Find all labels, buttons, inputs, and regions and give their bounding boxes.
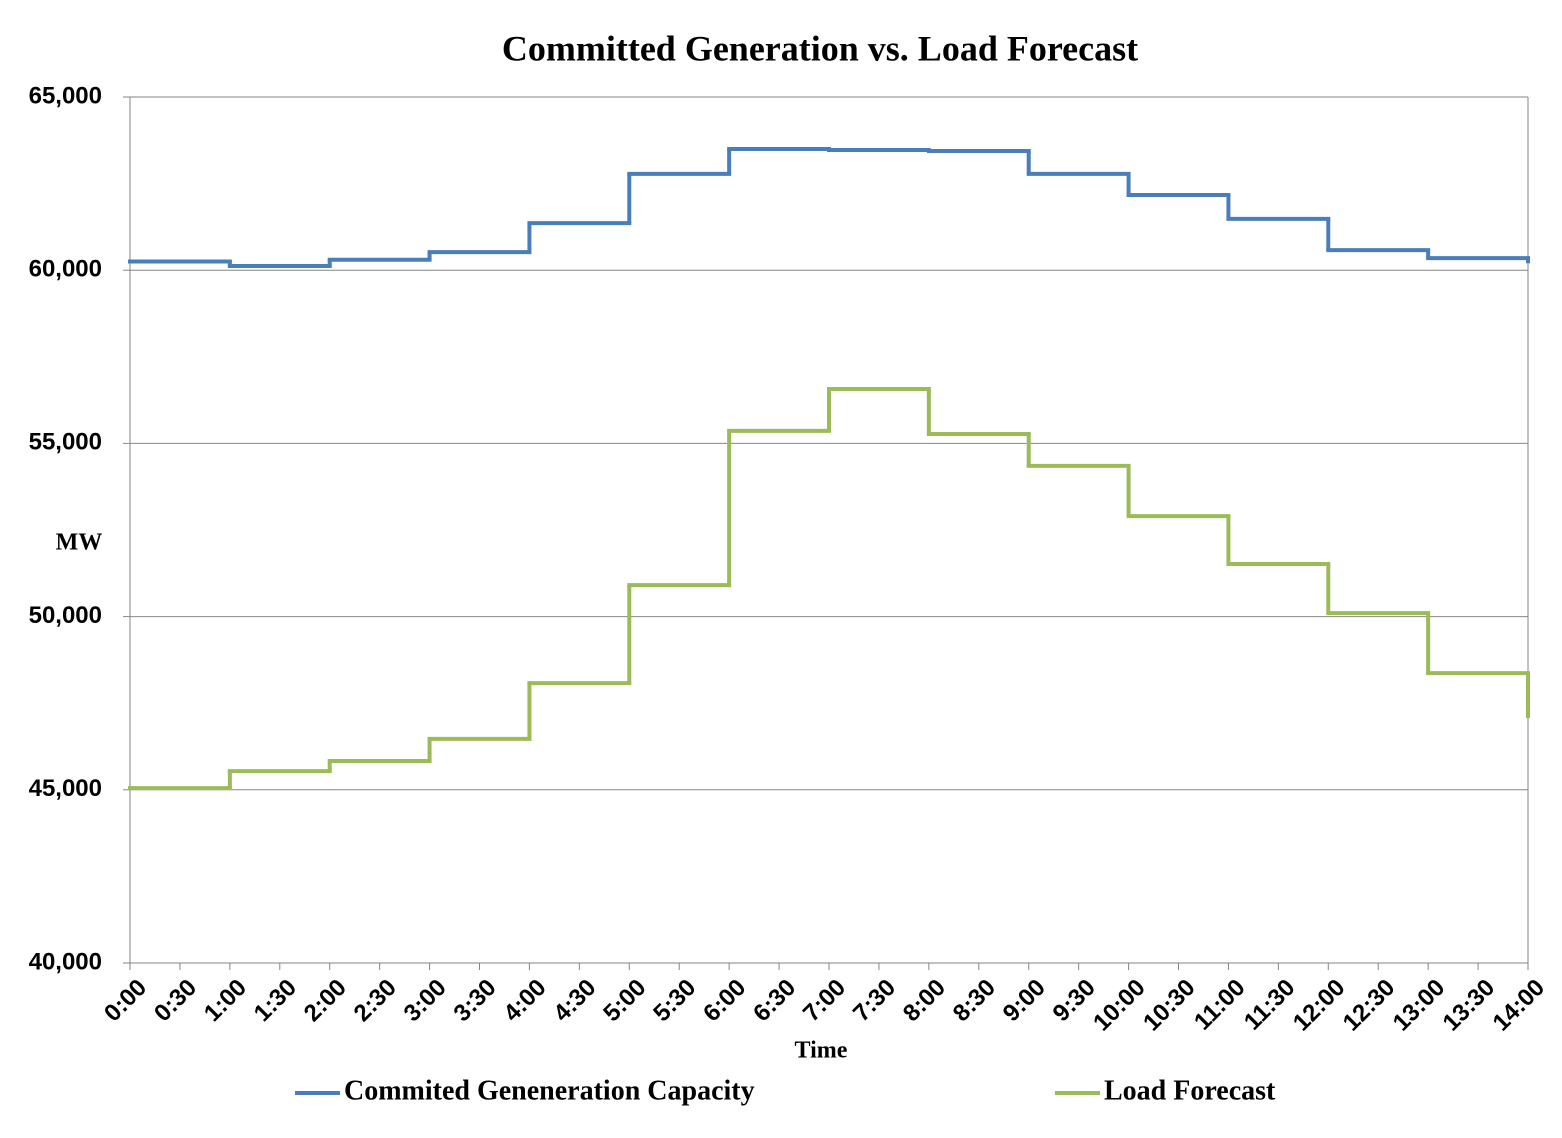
x-tick-label: 5:00 bbox=[598, 974, 651, 1027]
x-tick-label: 12:30 bbox=[1338, 974, 1401, 1037]
x-tick-label: 11:30 bbox=[1239, 974, 1301, 1036]
x-tick-label: 13:00 bbox=[1388, 974, 1451, 1037]
x-tick-label: 7:00 bbox=[798, 974, 851, 1027]
x-tick-label: 4:30 bbox=[548, 974, 601, 1027]
y-tick-label: 40,000 bbox=[29, 948, 102, 975]
x-tick-label: 6:30 bbox=[748, 974, 801, 1027]
x-tick-label: 11:00 bbox=[1189, 974, 1251, 1036]
x-tick-label: 9:00 bbox=[998, 974, 1051, 1027]
x-tick-label: 0:00 bbox=[99, 974, 152, 1027]
x-tick-label: 4:00 bbox=[498, 974, 551, 1027]
x-tick-label: 2:30 bbox=[349, 974, 402, 1027]
x-tick-label: 3:30 bbox=[449, 974, 502, 1027]
x-tick-label: 6:00 bbox=[698, 974, 751, 1027]
x-tick-label: 2:00 bbox=[299, 974, 352, 1027]
x-tick-label: 12:00 bbox=[1288, 974, 1351, 1037]
x-tick-label: 0:30 bbox=[149, 974, 202, 1027]
y-axis-label: MW bbox=[56, 530, 103, 556]
x-axis-label: Time bbox=[795, 1038, 848, 1064]
x-tick-label: 10:00 bbox=[1088, 974, 1151, 1037]
y-tick-label: 45,000 bbox=[29, 775, 102, 802]
x-tick-label: 10:30 bbox=[1138, 974, 1201, 1037]
x-tick-label: 1:30 bbox=[249, 974, 302, 1027]
x-tick-label: 13:30 bbox=[1438, 974, 1501, 1037]
x-tick-label: 5:30 bbox=[648, 974, 701, 1027]
y-tick-label: 55,000 bbox=[29, 429, 102, 456]
y-tick-label: 60,000 bbox=[29, 256, 102, 283]
y-tick-label: 65,000 bbox=[29, 82, 102, 109]
legend-label: Commited Geneneration Capacity bbox=[344, 1075, 755, 1106]
y-tick-label: 50,000 bbox=[29, 602, 102, 629]
x-tick-label: 8:00 bbox=[898, 974, 951, 1027]
legend-label: Load Forecast bbox=[1104, 1075, 1276, 1106]
x-tick-label: 3:00 bbox=[399, 974, 452, 1027]
x-tick-label: 8:30 bbox=[948, 974, 1001, 1027]
x-tick-label: 7:30 bbox=[848, 974, 901, 1027]
chart-title: Committed Generation vs. Load Forecast bbox=[502, 28, 1138, 68]
x-tick-label: 1:00 bbox=[199, 974, 252, 1027]
x-tick-label: 14:00 bbox=[1488, 974, 1551, 1037]
